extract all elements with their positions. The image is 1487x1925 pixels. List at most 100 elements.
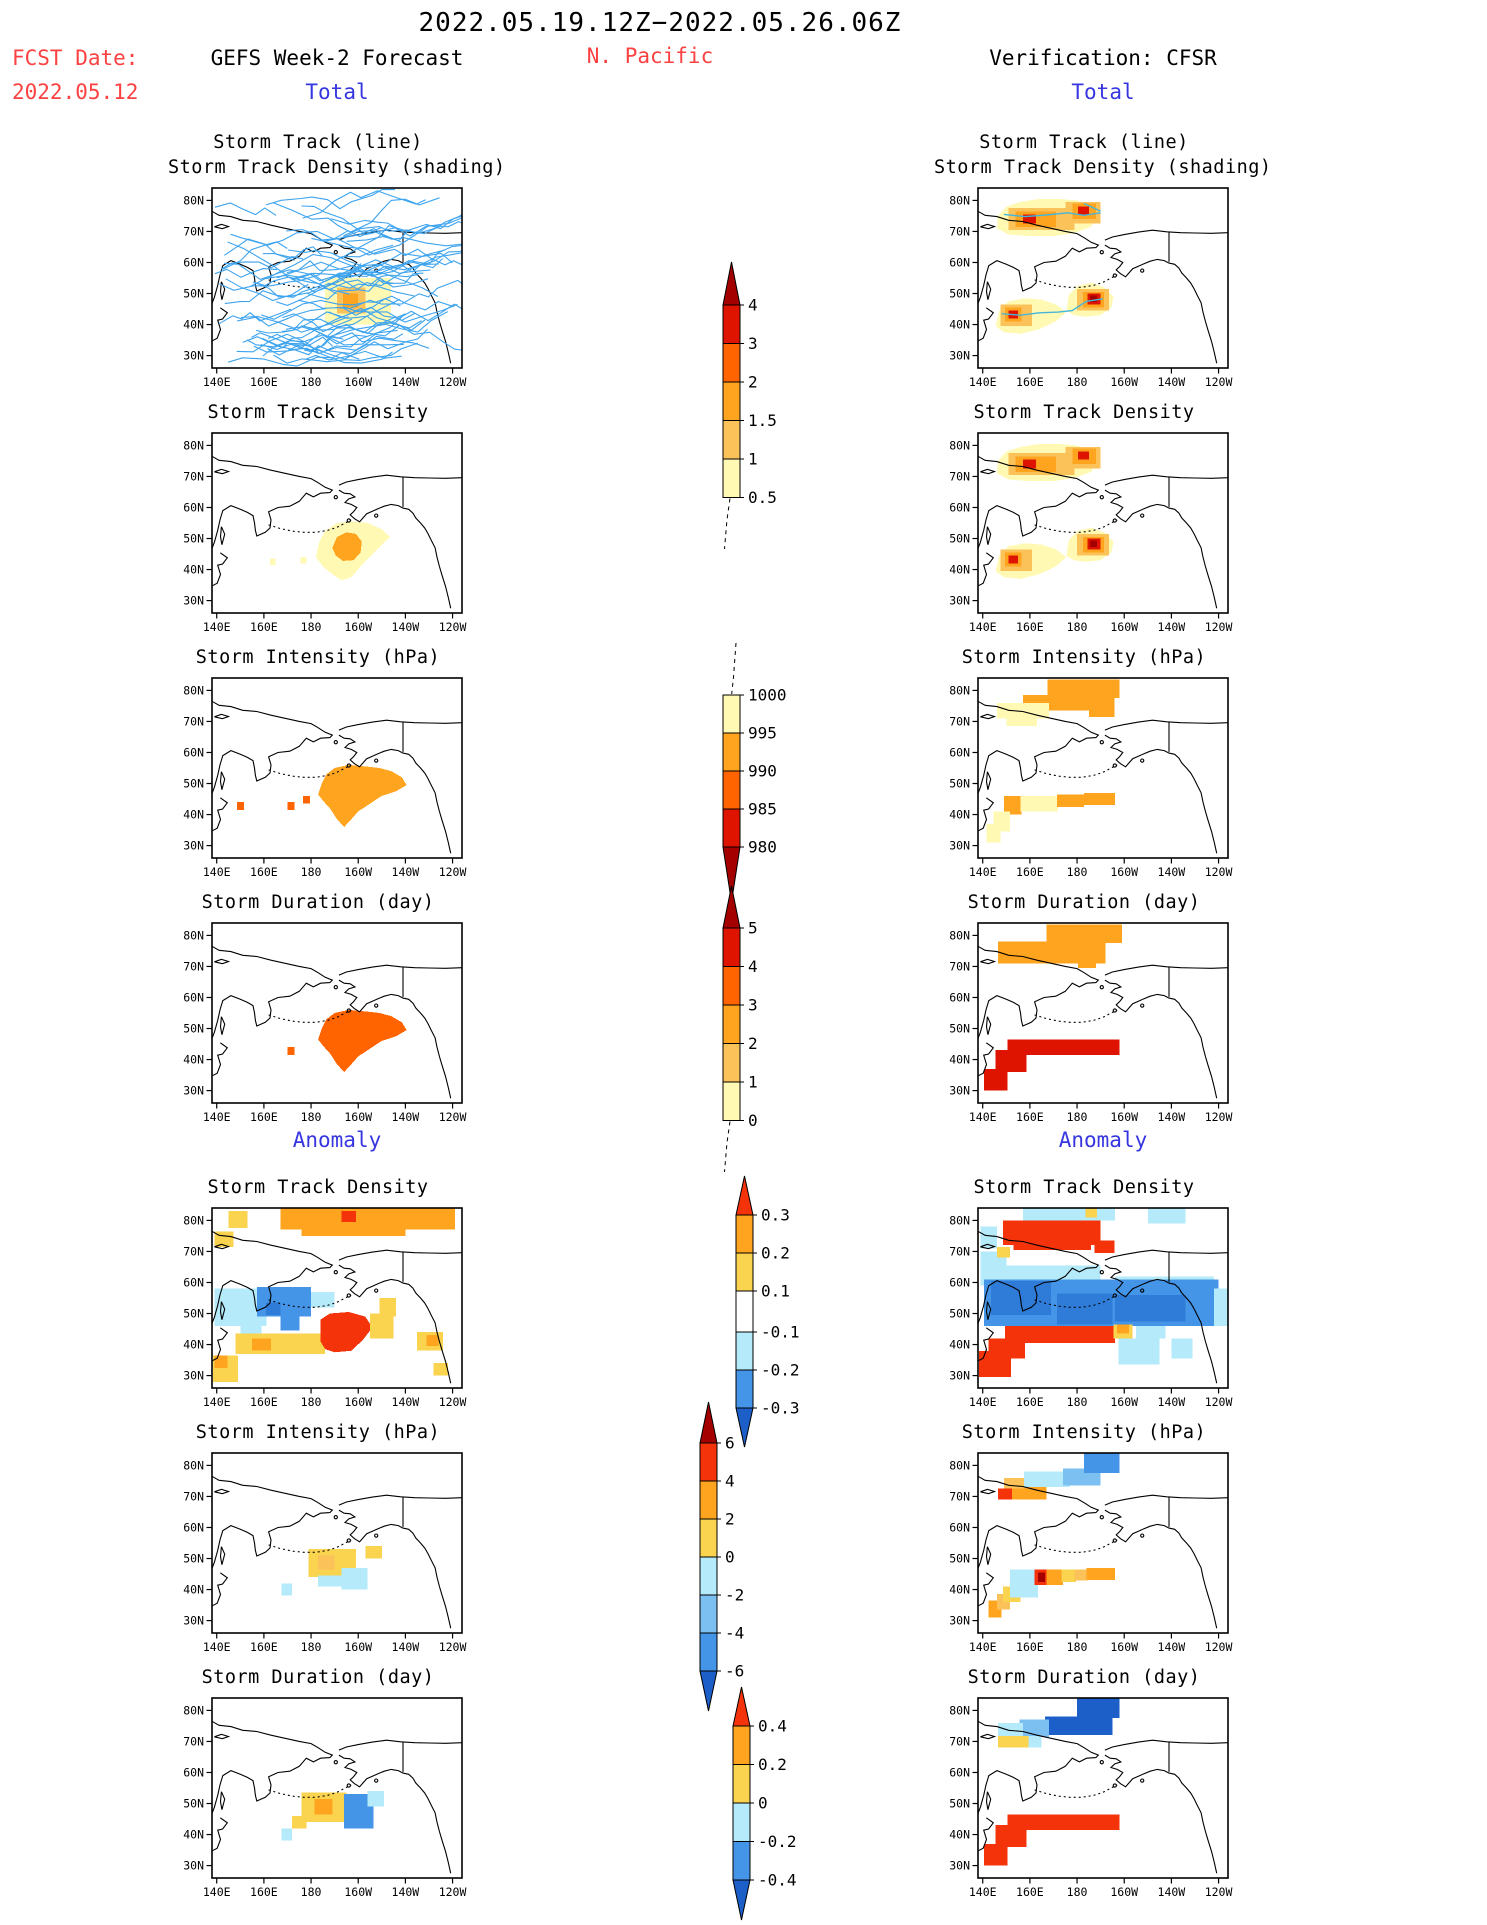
coastline-layer	[978, 1475, 1228, 1629]
lat-tick-label: 70N	[183, 469, 204, 483]
colorbar-tick-label: 990	[748, 762, 777, 781]
lon-tick-label: 180	[1067, 620, 1088, 634]
lat-tick-label: 50N	[183, 777, 204, 791]
lon-tick-label: 120W	[1205, 1395, 1233, 1409]
lat-tick-label: 70N	[949, 714, 970, 728]
region-label: N. Pacific	[586, 44, 714, 68]
lon-tick-label: 160E	[1016, 620, 1044, 634]
section-label-total-right: Total	[1071, 80, 1135, 104]
map-panel-cfsr-anomaly-track-density: Storm Track Density 80N 70N 60N 50N 40N 30N 140…	[934, 1175, 1234, 1415]
panel-title: Storm Track Density	[207, 1177, 429, 1198]
map-panel-cfsr-total-storm-track: Storm Track (line) Storm Track Density (s…	[934, 130, 1271, 395]
map-canvas-cfsr-total-storm-track: 80N 70N 60N 50N 40N 30N 140E 160E 180 160W 140W 120…	[949, 187, 1233, 389]
lon-tick-label: 160W	[1110, 1640, 1138, 1654]
fcst-date-value: 2022.05.12	[12, 80, 139, 104]
lat-tick-label: 30N	[183, 839, 204, 853]
lon-tick-label: 140W	[392, 1110, 420, 1124]
lat-tick-label: 50N	[183, 1307, 204, 1321]
lat-tick-label: 70N	[183, 714, 204, 728]
map-panel-gefs-anomaly-duration: Storm Duration (day) 80N 70N 60N 50N 40N 30N 14…	[168, 1665, 468, 1905]
lon-tick-label: 140W	[392, 1395, 420, 1409]
lon-tick-label: 140E	[203, 1395, 231, 1409]
lat-tick-label: 70N	[949, 959, 970, 973]
lat-tick-label: 70N	[949, 469, 970, 483]
lat-tick-label: 30N	[949, 1084, 970, 1098]
lon-tick-label: 140W	[392, 375, 420, 389]
colorbar-tick-label: 0	[758, 1794, 768, 1813]
map-canvas-gefs-anomaly-intensity: 80N 70N 60N 50N 40N 30N 140E 160E 180 160W 140W 120…	[183, 1452, 466, 1654]
coastline-layer	[212, 945, 462, 1099]
lat-tick-label: 40N	[949, 563, 970, 577]
map-panel-gefs-anomaly-track-density: Storm Track Density 80N 70N 60N 50N 40N 30N 140…	[168, 1175, 468, 1415]
lon-tick-label: 180	[301, 1395, 322, 1409]
colorbar-tick-label: 980	[748, 838, 777, 857]
panel-title: Storm Track Density	[207, 402, 429, 423]
lat-tick-label: 80N	[949, 1703, 970, 1717]
lat-tick-label: 40N	[183, 1828, 204, 1842]
lat-tick-label: 40N	[183, 1338, 204, 1352]
colorbar-tick-label: 2	[748, 1034, 758, 1053]
shading-layer	[269, 521, 391, 581]
colorbar-canvas: 0.4 0.2 0 -0.2 -0.4	[732, 1686, 797, 1921]
colorbar-tick-label: 4	[725, 1472, 735, 1491]
lat-tick-label: 80N	[183, 438, 204, 452]
lon-tick-label: 180	[1067, 1395, 1088, 1409]
lat-tick-label: 60N	[949, 745, 970, 759]
lon-tick-label: 120W	[1205, 375, 1233, 389]
colorbar-tick-label: 0	[748, 1111, 758, 1130]
lon-tick-label: 140E	[969, 1640, 997, 1654]
lon-tick-label: 140E	[969, 1395, 997, 1409]
lat-tick-label: 50N	[949, 287, 970, 301]
colorbar-tick-label: -0.4	[758, 1871, 797, 1890]
colorbar-tick-label: 0.3	[761, 1206, 790, 1225]
lon-tick-label: 160E	[1016, 1885, 1044, 1899]
lon-tick-label: 160E	[1016, 375, 1044, 389]
fcst-date-label: FCST Date:	[12, 46, 139, 70]
lon-tick-label: 140W	[392, 865, 420, 879]
lon-tick-label: 140E	[969, 865, 997, 879]
lon-tick-label: 160E	[1016, 1395, 1044, 1409]
panel-title: Storm Intensity (hPa)	[195, 1422, 441, 1443]
lat-tick-label: 40N	[949, 318, 970, 332]
colorbar-tick-label: -0.3	[761, 1399, 800, 1418]
lat-tick-label: 60N	[183, 255, 204, 269]
colorbar-tick-label: 0.5	[748, 488, 777, 507]
lat-tick-label: 70N	[183, 1734, 204, 1748]
lon-tick-label: 160E	[250, 620, 278, 634]
panel-title: Storm Intensity (hPa)	[961, 647, 1207, 668]
map-panel-gefs-total-storm-track: Storm Track (line) Storm Track Density (s…	[168, 130, 505, 395]
map-panel-cfsr-total-intensity: Storm Intensity (hPa) 80N 70N 60N 50N 40N 30N 1…	[934, 645, 1234, 885]
lon-tick-label: 120W	[1205, 1885, 1233, 1899]
lat-tick-label: 70N	[183, 1244, 204, 1258]
lat-tick-label: 60N	[949, 1765, 970, 1779]
lon-tick-label: 180	[1067, 1640, 1088, 1654]
lat-tick-label: 30N	[949, 1859, 970, 1873]
colorbar-tick-label: 1	[748, 450, 758, 469]
lon-tick-label: 160E	[1016, 1640, 1044, 1654]
map-canvas-cfsr-anomaly-intensity: 80N 70N 60N 50N 40N 30N 140E 160E 180 160W 140W 120…	[949, 1452, 1232, 1654]
lon-tick-label: 180	[301, 375, 322, 389]
lat-tick-label: 50N	[183, 287, 204, 301]
lon-tick-label: 140E	[203, 1885, 231, 1899]
lat-tick-label: 80N	[949, 193, 970, 207]
colorbar-tick-label: 0.4	[758, 1717, 787, 1736]
lon-tick-label: 180	[301, 620, 322, 634]
coastline-layer	[212, 455, 462, 609]
colorbar-duration-total: 5 4 3 2 1 0	[715, 880, 803, 1178]
map-canvas-gefs-total-duration: 80N 70N 60N 50N 40N 30N 140E 160E 180 160W 140W 120…	[183, 922, 466, 1124]
lat-tick-label: 30N	[949, 1614, 970, 1628]
coastline-layer	[978, 455, 1228, 609]
map-canvas-gefs-total-intensity: 80N 70N 60N 50N 40N 30N 140E 160E 180 160W 140W 120…	[183, 677, 466, 879]
lat-tick-label: 60N	[183, 1275, 204, 1289]
colorbar-tick-label: -2	[725, 1586, 744, 1605]
lat-tick-label: 30N	[949, 594, 970, 608]
colorbar-tick-label: -0.1	[761, 1323, 800, 1342]
lat-tick-label: 70N	[183, 959, 204, 973]
lat-tick-label: 40N	[183, 1583, 204, 1597]
lon-tick-label: 160W	[1110, 620, 1138, 634]
lat-tick-label: 30N	[183, 594, 204, 608]
lon-tick-label: 160W	[1110, 1110, 1138, 1124]
right-column-header: Verification: CFSR	[989, 46, 1217, 70]
lat-tick-label: 60N	[949, 1275, 970, 1289]
lat-tick-label: 50N	[949, 1022, 970, 1036]
